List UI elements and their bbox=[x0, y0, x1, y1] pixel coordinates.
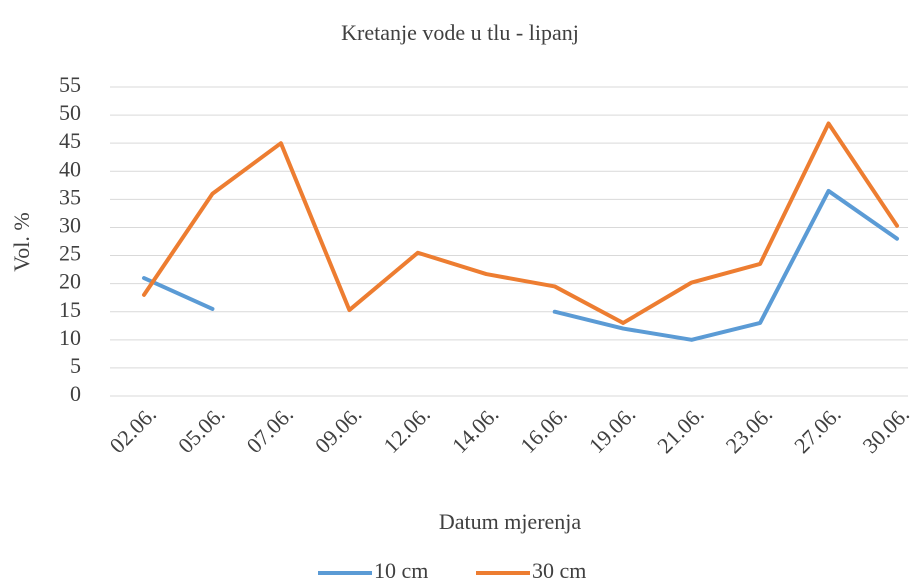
y-tick-label: 5 bbox=[70, 353, 81, 378]
y-tick-label: 50 bbox=[59, 100, 81, 125]
x-tick-label: 12.06. bbox=[378, 401, 435, 458]
x-tick-label: 05.06. bbox=[173, 401, 230, 458]
y-tick-label: 20 bbox=[59, 269, 81, 294]
x-tick-label: 14.06. bbox=[447, 401, 504, 458]
x-tick-label: 07.06. bbox=[241, 401, 298, 458]
chart-title: Kretanje vode u tlu - lipanj bbox=[341, 20, 579, 45]
x-tick-label: 27.06. bbox=[789, 401, 846, 458]
y-tick-label: 40 bbox=[59, 156, 81, 181]
legend-label: 10 cm bbox=[374, 558, 428, 583]
x-tick-label: 30.06. bbox=[858, 401, 915, 458]
x-tick-label: 02.06. bbox=[105, 401, 162, 458]
legend-label: 30 cm bbox=[532, 558, 586, 583]
data-line bbox=[142, 188, 899, 342]
x-tick-label: 21.06. bbox=[652, 401, 709, 458]
y-tick-label: 45 bbox=[59, 128, 81, 153]
y-tick-label: 35 bbox=[59, 184, 81, 209]
y-tick-label: 10 bbox=[59, 325, 81, 350]
x-axis-title: Datum mjerenja bbox=[439, 509, 582, 534]
y-axis-title: Vol. % bbox=[9, 212, 34, 272]
y-tick-label: 55 bbox=[59, 72, 81, 97]
y-tick-label: 15 bbox=[59, 297, 81, 322]
y-tick-label: 25 bbox=[59, 241, 81, 266]
x-tick-label: 19.06. bbox=[584, 401, 641, 458]
data-line bbox=[142, 121, 899, 325]
x-tick-label: 23.06. bbox=[721, 401, 778, 458]
y-tick-label: 30 bbox=[59, 213, 81, 238]
x-tick-label: 16.06. bbox=[515, 401, 572, 458]
x-tick-label: 09.06. bbox=[310, 401, 367, 458]
y-tick-label: 0 bbox=[70, 381, 81, 406]
